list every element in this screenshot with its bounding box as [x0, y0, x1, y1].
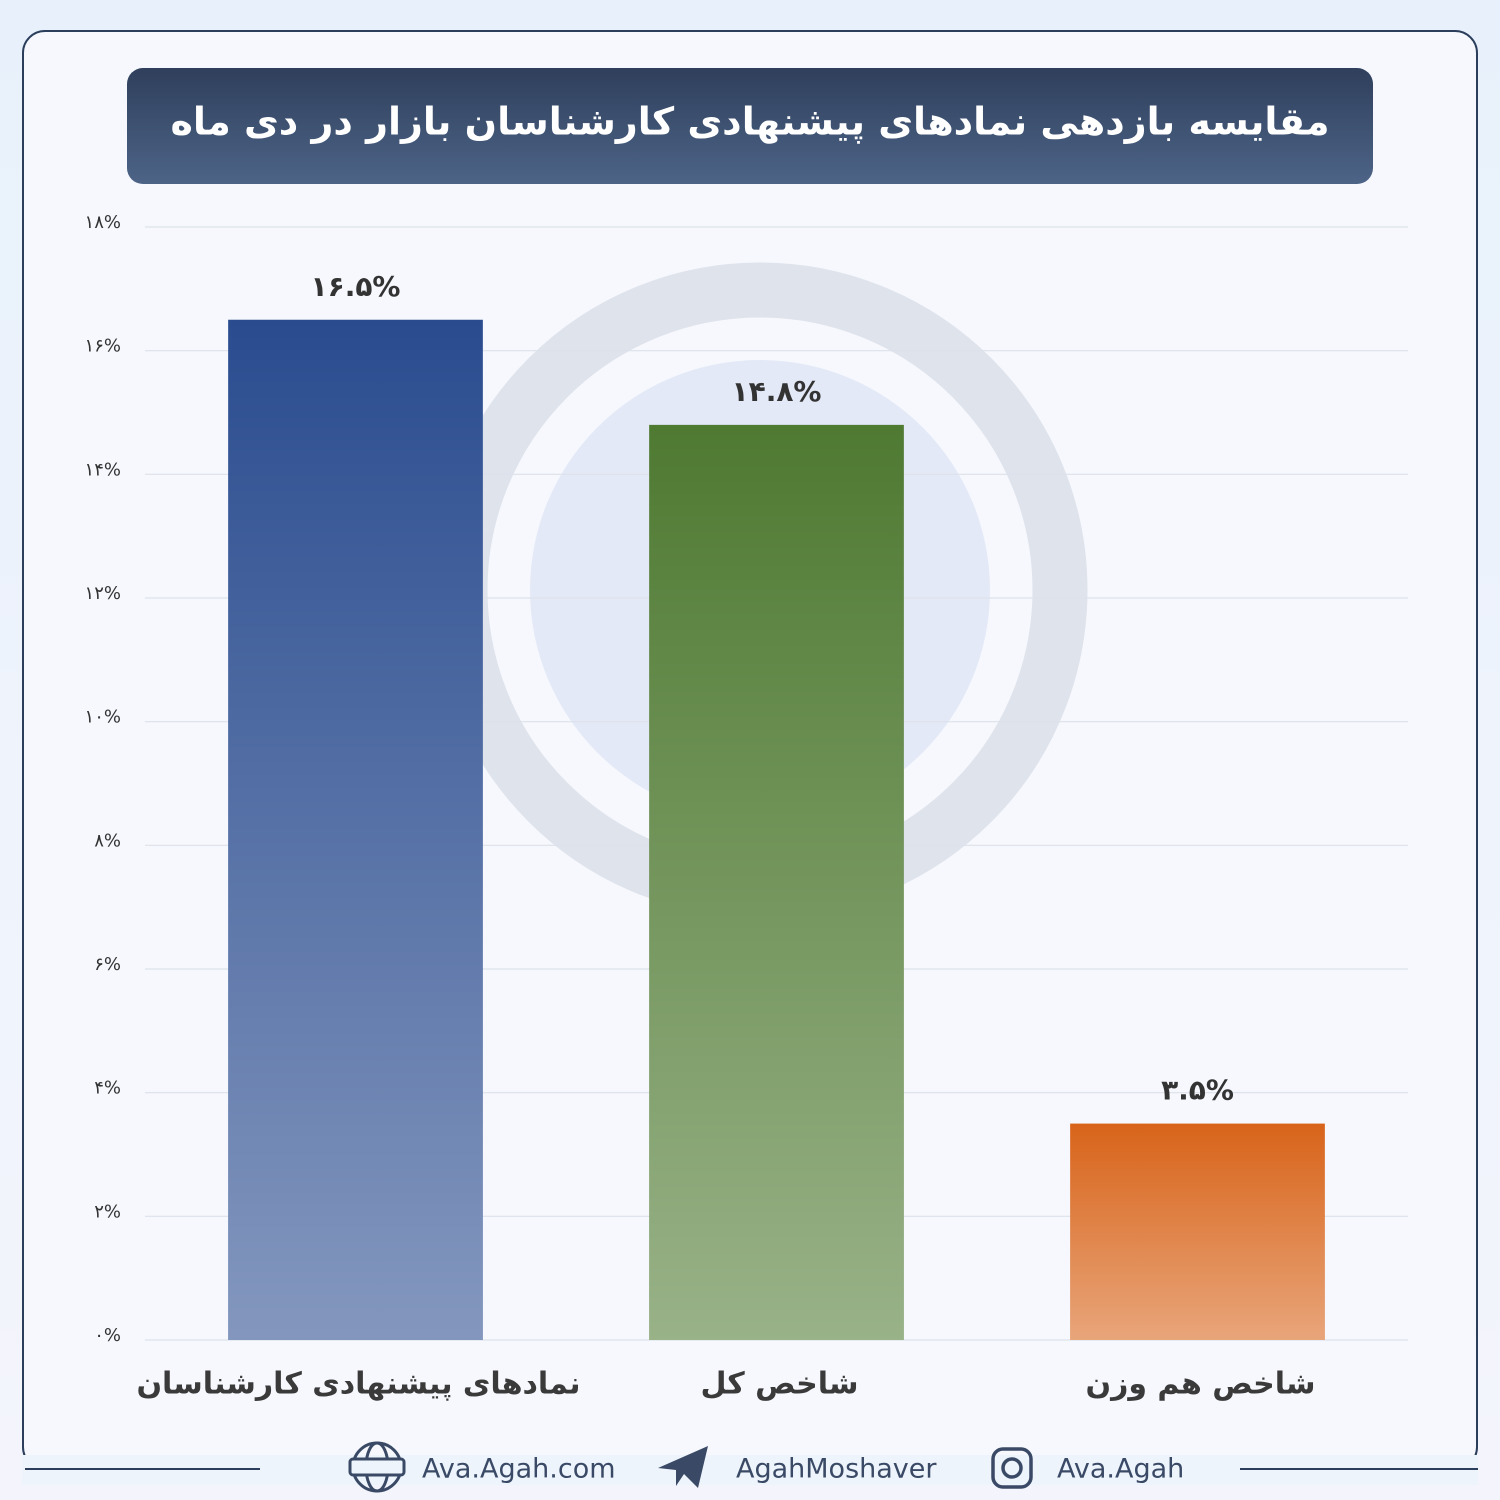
- y-tick-label: ۱۸%: [85, 212, 121, 233]
- footer-telegram[interactable]: AgahMoshaver: [736, 1454, 937, 1485]
- bar-sheen: [1070, 1123, 1325, 1340]
- bar-sheen: [649, 424, 904, 1340]
- y-tick-label: ۱۴%: [85, 459, 121, 480]
- value-label: ۱۶.۵%: [311, 270, 401, 303]
- y-tick-label: ۶%: [94, 954, 121, 975]
- title-banner: [127, 68, 1373, 184]
- y-tick-label: ۱۲%: [85, 583, 121, 604]
- footer-band: [22, 1455, 1478, 1485]
- x-tick-label: نمادهای پیشنهادی کارشناسان: [136, 1367, 580, 1402]
- y-tick-label: ۸%: [94, 830, 121, 851]
- y-tick-label: ۲%: [94, 1201, 121, 1222]
- x-tick-label: شاخص هم وزن: [1085, 1367, 1315, 1402]
- value-label: ۳.۵%: [1161, 1074, 1234, 1107]
- y-tick-label: ۴%: [94, 1078, 121, 1099]
- value-label: ۱۴.۸%: [732, 375, 822, 408]
- y-tick-label: ۰%: [94, 1325, 121, 1346]
- y-tick-label: ۱۰%: [85, 707, 121, 728]
- y-tick-label: ۱۶%: [85, 336, 121, 357]
- footer-instagram[interactable]: Ava.Agah: [1057, 1454, 1184, 1485]
- instagram-icon: [991, 1447, 1033, 1489]
- x-tick-label: شاخص کل: [701, 1367, 859, 1402]
- chart-title: مقایسه بازدهی نمادهای پیشنهادی کارشناسان…: [171, 100, 1330, 144]
- telegram-icon: [658, 1446, 708, 1488]
- web-icon: [348, 1441, 406, 1493]
- bar-sheen: [228, 319, 483, 1340]
- plot: ۰% ۲% ۴% ۶% ۸% ۱۰% ۱۲% ۱۴% ۱۶% ۱۸% ۱۶.۵% نمادهای پی…: [85, 212, 1408, 1402]
- footer-website[interactable]: Ava.Agah.com: [422, 1454, 616, 1485]
